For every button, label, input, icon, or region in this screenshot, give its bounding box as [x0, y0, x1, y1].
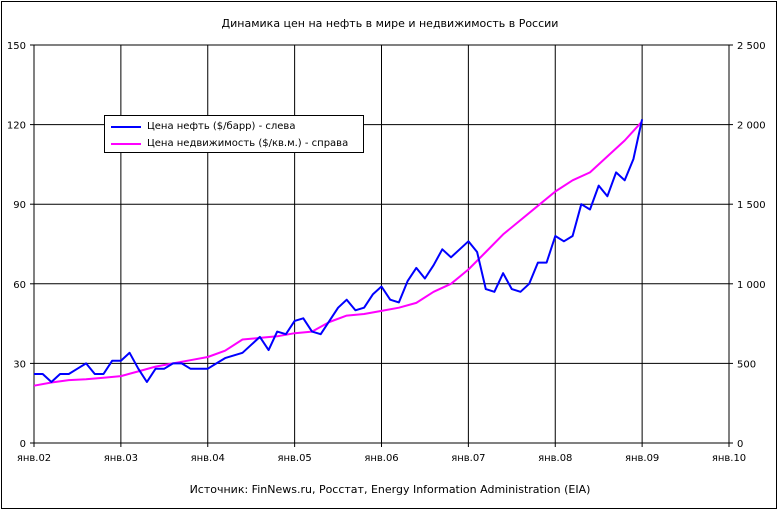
x-tick-label: янв.03	[104, 453, 138, 464]
y-left-tick-label: 0	[20, 439, 26, 450]
y-left-tick-label: 150	[7, 41, 26, 52]
legend-item-oil: Цена нефть ($/барр) - слева	[105, 118, 363, 135]
legend-swatch-realty	[111, 143, 141, 145]
y-left-tick-label: 60	[13, 280, 26, 291]
legend: Цена нефть ($/барр) - слева Цена недвижи…	[104, 115, 364, 153]
legend-item-realty: Цена недвижимость ($/кв.м.) - справа	[105, 135, 363, 152]
chart-title: Динамика цен на нефть в мире и недвижимо…	[221, 17, 559, 30]
x-tick-label: янв.10	[712, 453, 746, 464]
y-right-tick-label: 500	[737, 359, 756, 370]
x-tick-label: янв.07	[451, 453, 485, 464]
y-right-tick-label: 2 500	[737, 41, 766, 52]
y-left-tick-label: 30	[13, 359, 26, 370]
y-right-tick-label: 0	[737, 439, 743, 450]
x-tick-label: янв.04	[191, 453, 225, 464]
x-tick-label: янв.08	[538, 453, 572, 464]
series-line-oil	[34, 119, 644, 383]
x-tick-label: янв.05	[277, 453, 311, 464]
series-line-realty	[33, 120, 643, 387]
plot-area: 0 30 60 90 120 150 0 500 1 000 1 500 2 000 2 500 янв…	[7, 41, 766, 464]
legend-swatch-oil	[111, 126, 141, 128]
x-tick-label: янв.09	[625, 453, 659, 464]
y-left-tick-label: 120	[7, 121, 26, 132]
legend-label-realty: Цена недвижимость ($/кв.м.) - справа	[147, 138, 349, 149]
legend-label-oil: Цена нефть ($/барр) - слева	[147, 121, 296, 132]
x-tick-label: янв.06	[364, 453, 398, 464]
source-note: Источник: FinNews.ru, Росстат, Energy In…	[189, 483, 591, 496]
y-left-tick-label: 90	[13, 200, 26, 211]
y-right-tick-label: 1 000	[737, 280, 766, 291]
y-right-tick-label: 2 000	[737, 121, 766, 132]
y-right-tick-label: 1 500	[737, 200, 766, 211]
x-tick-label: янв.02	[17, 453, 51, 464]
